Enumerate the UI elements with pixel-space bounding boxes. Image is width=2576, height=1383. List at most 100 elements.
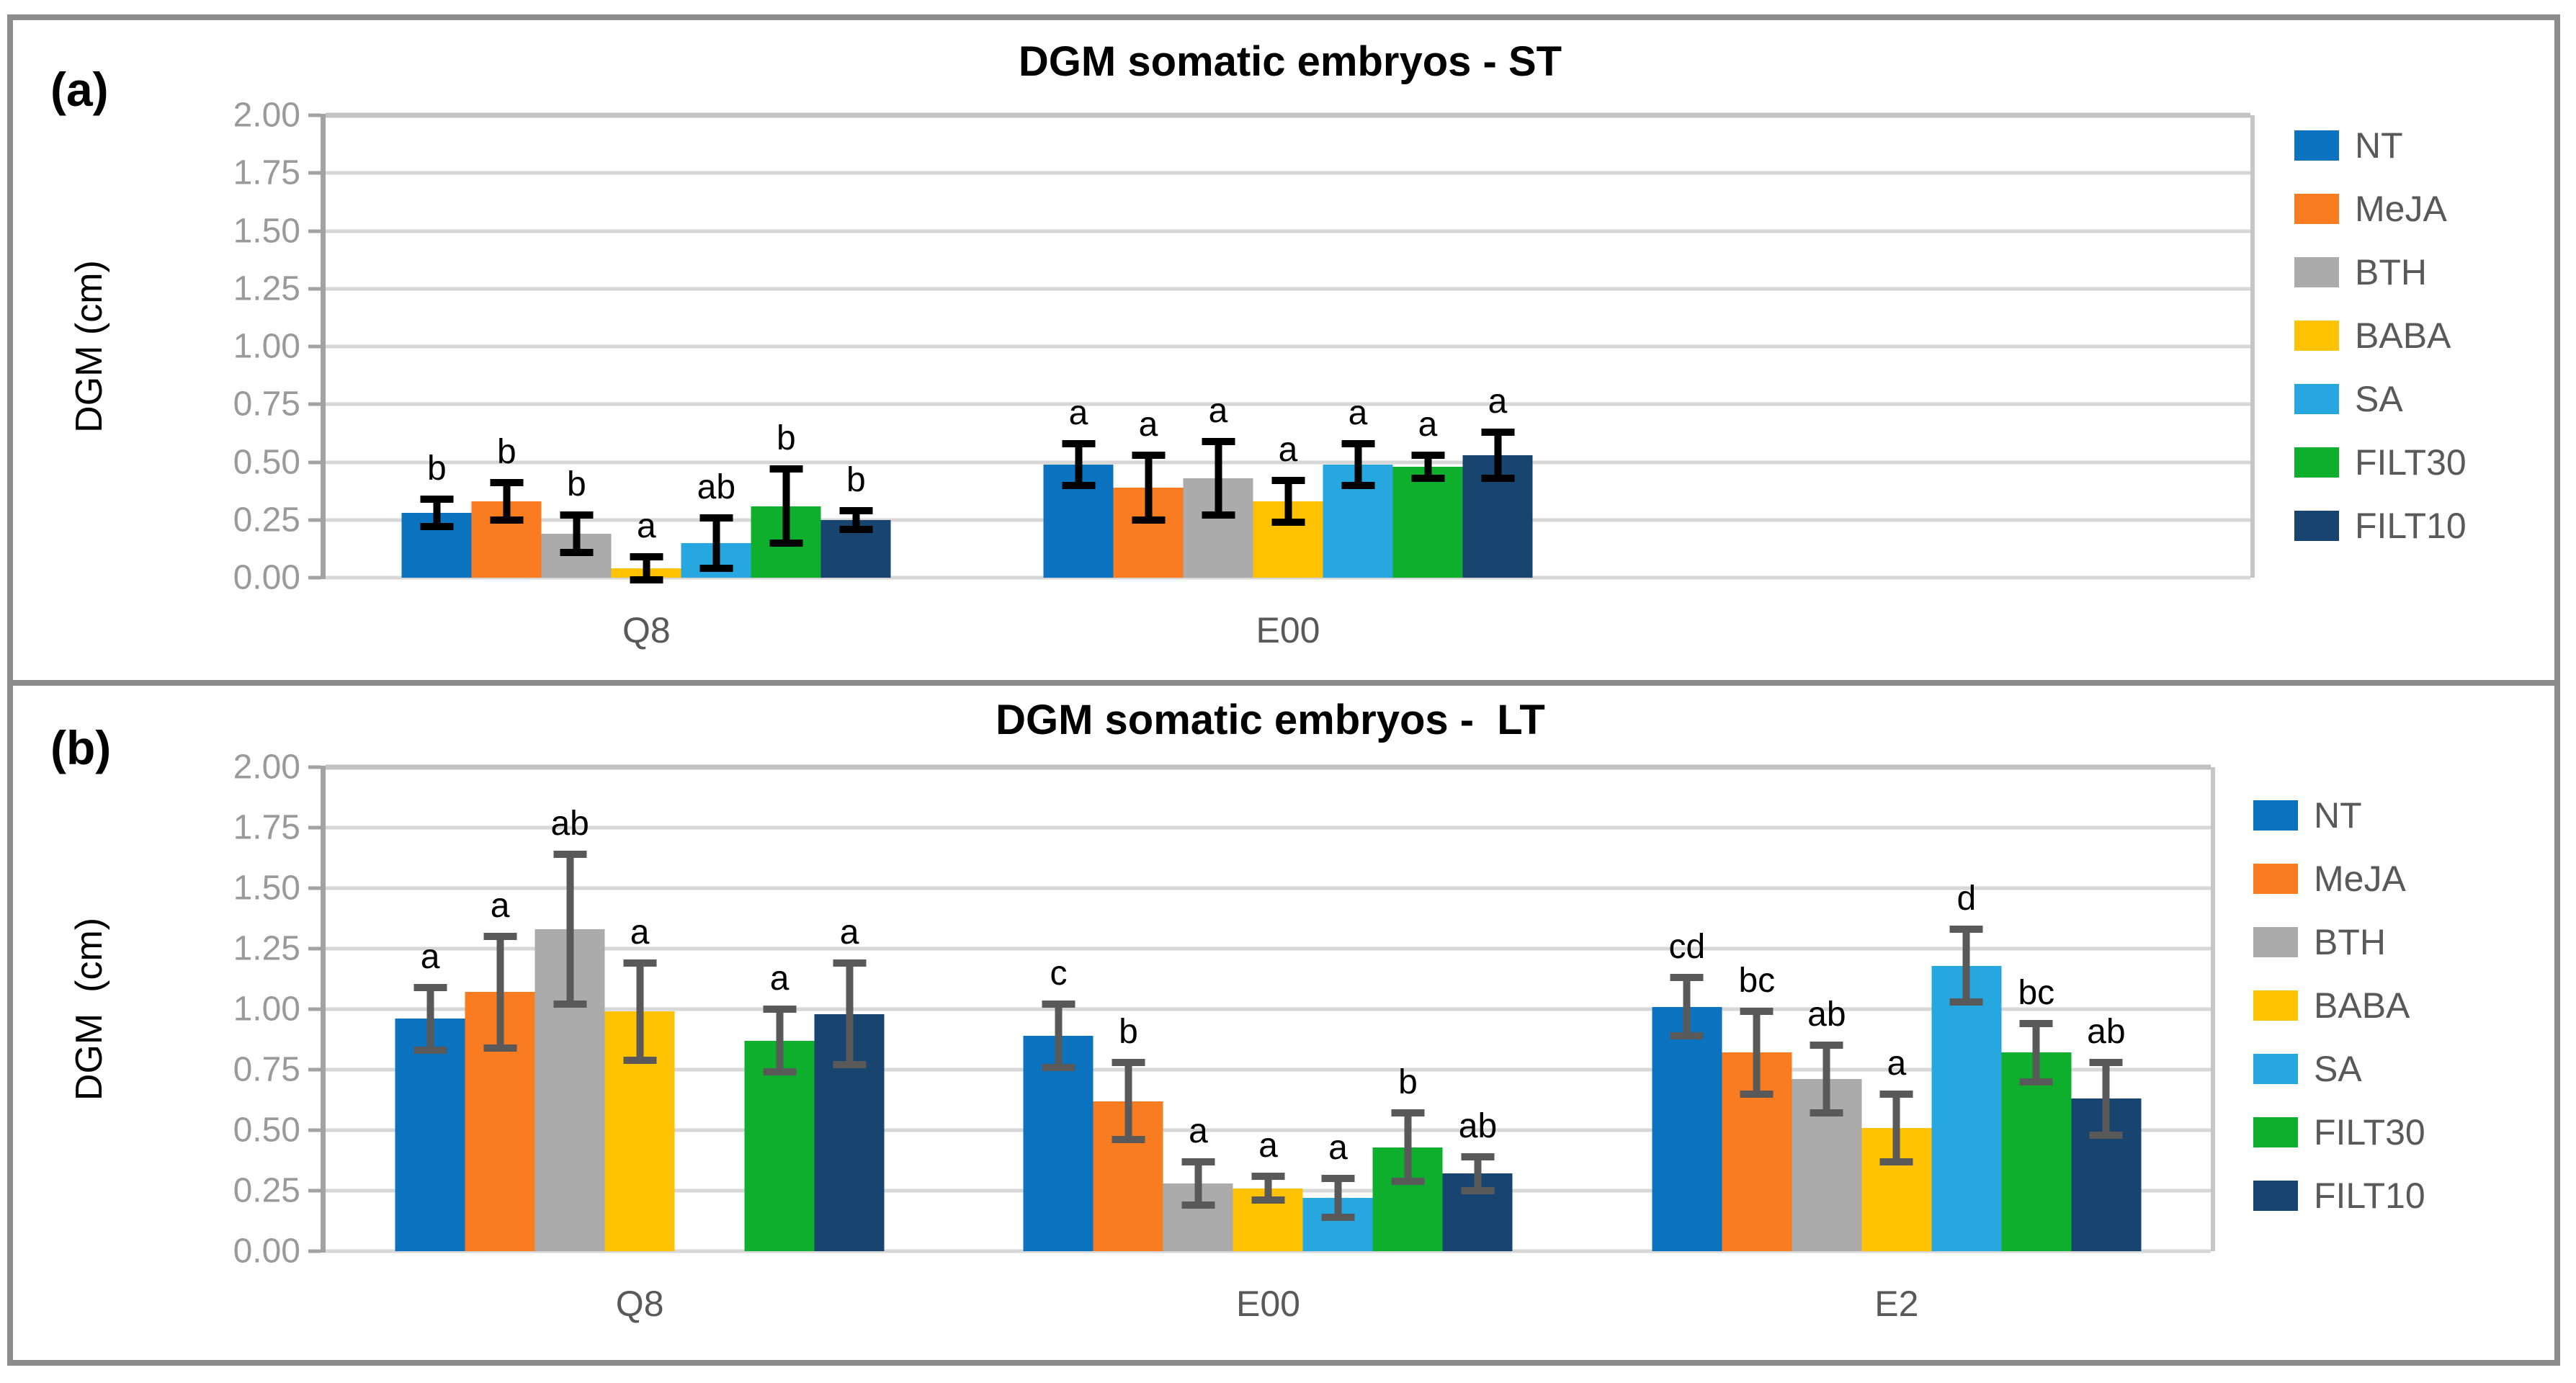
y-tick-label: 1.75 — [233, 153, 300, 192]
error-bar-cap-bottom — [2019, 1078, 2053, 1086]
bar-slot: b — [471, 115, 542, 578]
error-bar-cap-bottom — [420, 523, 454, 531]
error-bar-cap-top — [1461, 1152, 1495, 1160]
error-bar-cap-top — [1670, 974, 1704, 982]
error-bar-cap-top — [1879, 1090, 1913, 1098]
legend-item-BABA: BABA — [2294, 315, 2467, 356]
gridline — [326, 1007, 2211, 1011]
bar-FILT30 — [2001, 1052, 2072, 1251]
category-row: a a ab a a a Q8 c b a a a b ab E00 cd bc ab a d bc ab E2 — [326, 767, 2211, 1324]
error-bar — [1055, 1004, 1063, 1068]
chart-b-plot-area: 2.00 1.75 1.50 1.25 1.00 0.75 0.50 0.25 0.00 a a ab… — [233, 748, 2215, 1324]
significance-letter: b — [1398, 1063, 1418, 1102]
category-slot: c b a a a b ab E00 — [954, 767, 1582, 1324]
gridline — [326, 825, 2211, 830]
category-slot: cd bc ab a d bc ab E2 — [1583, 767, 2211, 1324]
legend-item-FILT30: FILT30 — [2253, 1112, 2425, 1152]
legend-swatch-NT — [2253, 800, 2298, 831]
error-bar-cap-bottom — [1391, 1177, 1425, 1185]
error-bar-cap-bottom — [2089, 1131, 2123, 1139]
error-bar-cap-top — [1949, 926, 1983, 934]
error-bar — [1962, 929, 1970, 1002]
panel-a-letter: (a) — [50, 63, 109, 116]
error-bar-cap-bottom — [833, 1061, 867, 1069]
error-bar-cap-bottom — [769, 539, 803, 547]
bar-SA — [1931, 965, 2002, 1251]
panel-divider-line — [7, 680, 2560, 686]
gridline — [326, 946, 2211, 951]
error-bar-cap-bottom — [623, 1056, 657, 1064]
legend-swatch-MeJA — [2294, 193, 2339, 224]
legend-swatch-SA — [2253, 1053, 2298, 1084]
legend-label-SA: SA — [2314, 1048, 2362, 1089]
error-bar-cap-bottom — [1879, 1158, 1913, 1165]
error-bar — [1474, 1156, 1482, 1191]
error-bar — [1424, 455, 1431, 478]
chart-b-legend: NT MeJA BTH BABA SA FILT30 FILT10 — [2253, 795, 2425, 1216]
significance-letter: b — [846, 460, 866, 499]
legend-label-FILT10: FILT10 — [2355, 505, 2467, 546]
bar-slot: b — [541, 115, 612, 578]
y-tick-label: 1.25 — [233, 929, 300, 968]
y-tick-label: 0.75 — [233, 385, 300, 424]
error-bar-cap-bottom — [1042, 1063, 1075, 1071]
error-bar-cap-bottom — [1132, 516, 1165, 524]
category-slot: a a a a a a a E00 — [967, 115, 1609, 650]
category-label: Q8 — [622, 610, 671, 650]
legend-item-FILT30: FILT30 — [2294, 442, 2467, 483]
significance-letter: a — [1278, 431, 1298, 470]
bar-slot: ab — [1442, 767, 1513, 1251]
error-bar-cap-bottom — [553, 1001, 587, 1008]
error-bar-cap-top — [1062, 439, 1095, 447]
error-bar-cap-bottom — [413, 1047, 447, 1055]
bar-slot — [675, 767, 745, 1251]
legend-swatch-BABA — [2294, 320, 2339, 351]
error-bar-cap-bottom — [483, 1044, 517, 1052]
chart-b-y-axis-title: DGM (cm) — [68, 917, 110, 1101]
error-bar-cap-bottom — [699, 565, 733, 573]
bar-slot: d — [1931, 767, 2002, 1251]
bar-NT — [395, 1019, 465, 1251]
error-bar — [852, 510, 860, 529]
chart-b-title: DGM somatic embryos - LT — [996, 697, 1545, 743]
error-bar-cap-bottom — [1251, 1196, 1285, 1204]
significance-letter: b — [566, 465, 586, 504]
bar-slot: ab — [1792, 767, 1862, 1251]
error-bar — [1194, 1161, 1202, 1206]
legend-item-SA: SA — [2294, 379, 2467, 419]
error-bar-cap-top — [623, 959, 657, 967]
error-bar-cap-bottom — [1202, 511, 1235, 519]
error-bar-cap-top — [1271, 477, 1305, 485]
gridline — [326, 229, 2250, 233]
error-bar-cap-top — [839, 506, 873, 514]
gridline — [326, 1128, 2211, 1132]
error-bar — [1284, 480, 1292, 522]
error-bar — [1823, 1045, 1830, 1114]
significance-letter: ab — [1807, 995, 1846, 1034]
error-bar-cap-top — [2019, 1020, 2053, 1028]
bar-slot: a — [395, 767, 465, 1251]
y-axis-tick — [308, 765, 321, 769]
y-tick-label: 0.00 — [233, 558, 300, 597]
error-bar-cap-top — [1202, 437, 1235, 445]
bar-slot: b — [751, 115, 821, 578]
significance-letter: d — [1956, 880, 1977, 918]
bar-slot: ab — [681, 115, 751, 578]
error-bar — [1404, 1113, 1412, 1181]
legend-swatch-BABA — [2253, 990, 2298, 1021]
error-bar — [566, 854, 574, 1005]
error-bar-cap-bottom — [630, 576, 663, 584]
error-bar-cap-top — [1740, 1008, 1774, 1016]
figure-outer-border — [7, 14, 2560, 1366]
error-bar-cap-top — [1391, 1109, 1425, 1117]
significance-letter: cd — [1668, 928, 1706, 967]
bar-FILT30 — [1392, 466, 1463, 578]
bar-slot: ab — [535, 767, 605, 1251]
error-bar-cap-bottom — [1949, 998, 1983, 1006]
error-bar-cap-bottom — [1321, 1213, 1355, 1221]
error-bar-cap-bottom — [839, 525, 873, 533]
gridline — [326, 886, 2211, 890]
error-bar — [782, 469, 790, 543]
significance-letter: b — [426, 449, 447, 488]
bar-slot: b — [1093, 767, 1163, 1251]
